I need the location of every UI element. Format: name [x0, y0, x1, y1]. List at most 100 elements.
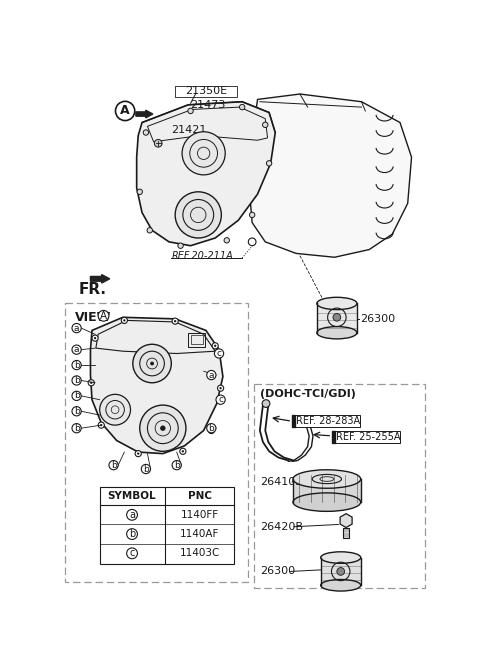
Ellipse shape — [293, 493, 361, 512]
Bar — [254, 383, 425, 589]
Polygon shape — [136, 110, 153, 118]
Circle shape — [72, 407, 81, 416]
Circle shape — [214, 345, 216, 347]
Circle shape — [305, 422, 312, 428]
Polygon shape — [90, 275, 110, 283]
Circle shape — [92, 335, 98, 341]
Circle shape — [188, 108, 193, 114]
Circle shape — [98, 311, 109, 321]
Circle shape — [100, 394, 131, 425]
Text: a: a — [74, 345, 79, 354]
Bar — [332, 430, 400, 443]
Circle shape — [72, 323, 81, 333]
Circle shape — [88, 379, 94, 386]
Text: a: a — [74, 323, 79, 333]
Circle shape — [72, 424, 81, 433]
Text: b: b — [143, 464, 149, 474]
Text: c: c — [218, 395, 223, 404]
Circle shape — [109, 460, 118, 470]
Text: a: a — [129, 510, 135, 520]
Circle shape — [133, 344, 171, 383]
Circle shape — [143, 130, 149, 135]
Bar — [65, 303, 248, 582]
Circle shape — [175, 192, 221, 238]
Bar — [175, 86, 237, 97]
Text: 26300: 26300 — [260, 566, 295, 576]
Text: b: b — [74, 361, 80, 369]
Circle shape — [150, 361, 154, 365]
Circle shape — [127, 510, 137, 520]
Polygon shape — [292, 415, 295, 428]
Circle shape — [266, 160, 272, 166]
Text: REF. 28-283A: REF. 28-283A — [296, 416, 360, 426]
Ellipse shape — [317, 327, 357, 339]
Text: (DOHC-TCI/GDI): (DOHC-TCI/GDI) — [260, 389, 356, 399]
Ellipse shape — [293, 470, 361, 488]
Circle shape — [174, 320, 176, 323]
Polygon shape — [137, 102, 275, 246]
Text: b: b — [174, 461, 180, 470]
Circle shape — [263, 122, 268, 128]
Text: b: b — [111, 461, 117, 470]
Circle shape — [137, 189, 143, 194]
Circle shape — [121, 317, 127, 323]
Text: 26300: 26300 — [360, 314, 395, 324]
Bar — [343, 528, 349, 538]
Circle shape — [127, 548, 137, 558]
Text: 26420B: 26420B — [260, 522, 303, 532]
Circle shape — [72, 391, 81, 401]
Text: b: b — [74, 407, 80, 415]
Circle shape — [262, 399, 270, 407]
Circle shape — [182, 450, 184, 452]
Bar — [321, 558, 361, 585]
Bar — [317, 303, 357, 333]
Circle shape — [250, 212, 255, 218]
Circle shape — [172, 460, 181, 470]
Text: b: b — [74, 391, 80, 400]
Bar — [293, 479, 361, 502]
Ellipse shape — [317, 297, 357, 310]
Circle shape — [147, 228, 153, 233]
Text: a: a — [209, 371, 214, 379]
Circle shape — [172, 318, 178, 324]
Circle shape — [98, 422, 104, 428]
Circle shape — [224, 238, 229, 243]
Circle shape — [216, 395, 225, 404]
Text: PNC: PNC — [188, 491, 212, 501]
Circle shape — [207, 371, 216, 379]
Circle shape — [137, 452, 139, 455]
Text: b: b — [129, 529, 135, 539]
Text: SYMBOL: SYMBOL — [108, 491, 156, 501]
Circle shape — [141, 464, 151, 474]
Circle shape — [140, 405, 186, 452]
Circle shape — [337, 568, 345, 575]
Text: 21350E: 21350E — [185, 86, 227, 96]
Circle shape — [160, 426, 166, 431]
Circle shape — [217, 385, 224, 391]
Text: REF.20-211A: REF.20-211A — [171, 250, 233, 261]
Ellipse shape — [321, 552, 361, 563]
Circle shape — [72, 376, 81, 385]
Text: 26410B: 26410B — [260, 477, 303, 487]
Circle shape — [180, 448, 186, 454]
Circle shape — [123, 319, 125, 321]
Text: A: A — [120, 104, 130, 118]
Circle shape — [182, 132, 225, 175]
Circle shape — [94, 337, 96, 339]
Text: 21421: 21421 — [171, 125, 207, 135]
Text: A: A — [100, 311, 107, 321]
Polygon shape — [90, 317, 223, 454]
Text: 11403C: 11403C — [180, 548, 220, 558]
Circle shape — [219, 387, 222, 389]
Text: REF. 25-255A: REF. 25-255A — [336, 432, 401, 442]
Bar — [188, 333, 205, 347]
Circle shape — [72, 361, 81, 369]
Text: 1140AF: 1140AF — [180, 529, 219, 539]
Circle shape — [208, 428, 215, 434]
Ellipse shape — [321, 580, 361, 591]
Circle shape — [72, 345, 81, 354]
Circle shape — [100, 424, 102, 426]
Bar — [191, 335, 203, 344]
Text: c: c — [129, 548, 135, 558]
Text: b: b — [74, 424, 80, 433]
